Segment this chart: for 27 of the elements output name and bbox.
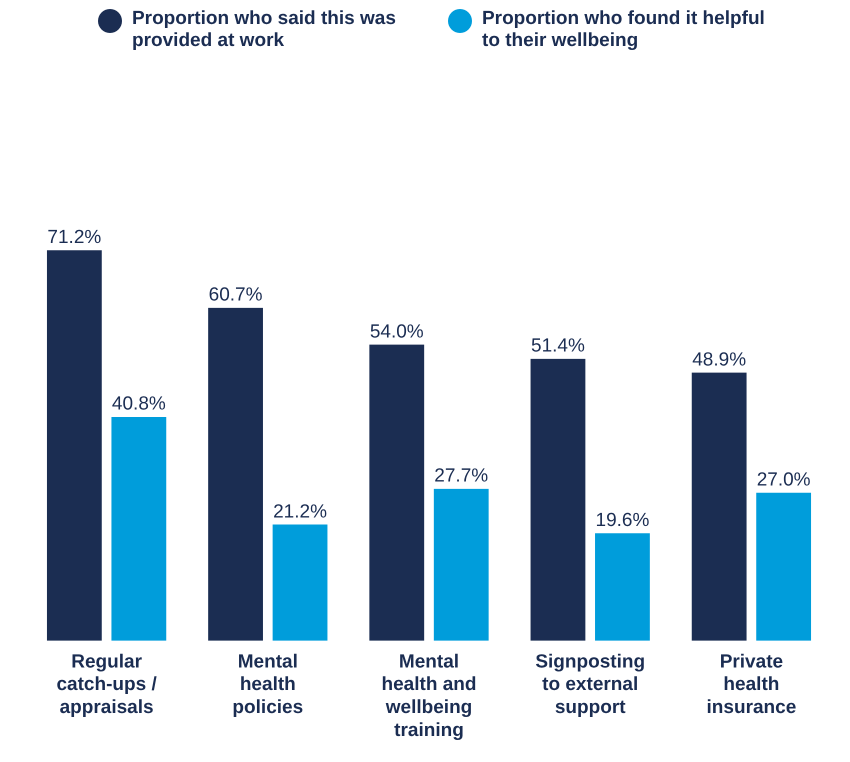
x-tick-label: Signposting to external support <box>535 651 646 718</box>
x-tick-label: Mental health and wellbeing training <box>381 651 477 741</box>
data-label: 60.7% <box>208 284 263 306</box>
bar <box>46 250 102 641</box>
data-label: 71.2% <box>47 227 102 248</box>
bar <box>208 308 263 641</box>
bar <box>111 417 166 641</box>
data-label: 51.4% <box>531 336 585 357</box>
x-tick-label: Private health insurance <box>706 651 796 718</box>
data-label: 19.6% <box>596 510 650 532</box>
bar <box>434 488 489 641</box>
legend-label: Proportion who said this was provided at work <box>132 8 397 52</box>
bar <box>595 533 650 641</box>
bar <box>530 358 586 641</box>
data-label: 48.9% <box>692 349 746 370</box>
data-label: 21.2% <box>273 501 328 522</box>
bar <box>272 524 328 641</box>
x-tick-label: Regular catch-ups / appraisals <box>56 651 158 718</box>
data-label: 54.0% <box>370 321 424 342</box>
legend-label: Proportion who found it helpful to their wellbeing <box>482 8 766 52</box>
data-label: 27.7% <box>434 466 488 487</box>
data-label: 27.0% <box>756 469 811 490</box>
x-tick-label: Mental health policies <box>232 651 304 718</box>
bar <box>692 372 747 641</box>
bar <box>369 344 424 641</box>
data-label: 40.8% <box>112 394 166 415</box>
bar <box>756 492 812 641</box>
